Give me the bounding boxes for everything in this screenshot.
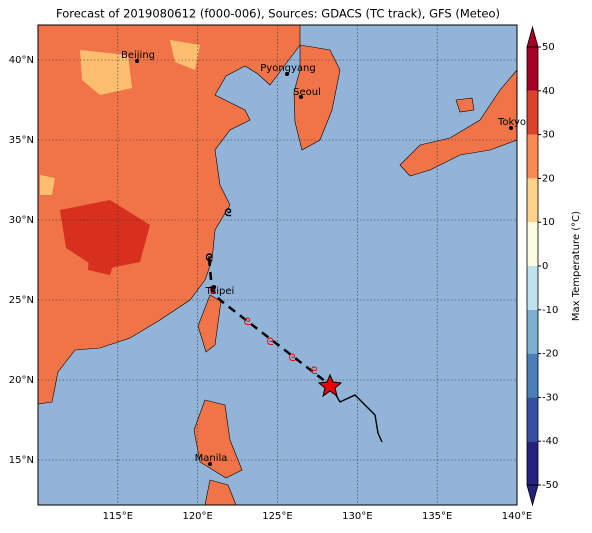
hot-patch <box>88 240 120 275</box>
map-frame <box>37 24 518 506</box>
colorbar-segment <box>527 222 538 266</box>
city-label: Taipei <box>205 286 235 297</box>
lon-tick-label: 120°E <box>182 511 212 522</box>
lat-tick-label: 40°N <box>9 55 34 66</box>
storm-symbol: ᘓ <box>243 317 250 328</box>
map-title: Forecast of 2019080612 (f000-006), Sourc… <box>56 7 500 21</box>
land-korea <box>293 44 341 151</box>
colorbar-tick-label: 10 <box>542 217 555 228</box>
colorbar-tick-label: -20 <box>542 349 558 360</box>
colorbar-tick-label: 50 <box>542 42 555 53</box>
warm-patch <box>170 40 200 70</box>
storm-symbol: ᘓ <box>205 252 212 264</box>
colorbar-tick-label: 20 <box>542 173 555 184</box>
storm-symbol: ᘓ <box>266 337 273 348</box>
warm-patch <box>40 175 55 195</box>
lon-tick-label: 140°E <box>502 511 532 522</box>
colorbar-tick-label: 0 <box>542 261 548 272</box>
colorbar-tick-label: -40 <box>542 436 558 447</box>
city-dot <box>135 59 139 63</box>
lat-tick-label: 15°N <box>9 455 34 466</box>
land-japan-north <box>455 97 475 113</box>
warm-patch <box>80 50 132 95</box>
lon-tick-label: 130°E <box>342 511 372 522</box>
colorbar-segment <box>527 397 538 442</box>
forecast-track <box>207 257 331 386</box>
city-dot <box>285 72 289 76</box>
colorbar-segment <box>527 134 538 179</box>
hot-patch <box>60 200 150 270</box>
city-dot <box>299 95 303 99</box>
storm-symbol: ᘓ <box>209 285 216 296</box>
storm-symbol: ᘓ <box>224 207 231 219</box>
lat-tick-label: 25°N <box>9 295 34 306</box>
colorbar-tick-label: 40 <box>542 86 555 97</box>
storm-track: ᘓ ᘓ ᘓ ᘓ ᘓ ᘓ ᘓ <box>205 207 383 443</box>
land-luzon <box>193 399 243 479</box>
lat-tick-label: 20°N <box>9 375 34 386</box>
city-label: Seoul <box>293 87 321 98</box>
colorbar-tick-label: -10 <box>542 305 558 316</box>
city-dot <box>212 285 216 289</box>
lon-tick-label: 115°E <box>103 511 133 522</box>
colorbar-tick-label: -50 <box>542 480 558 491</box>
colorbar-tick-label: -30 <box>542 392 558 403</box>
map <box>37 24 518 506</box>
colorbar-segment <box>527 441 538 485</box>
colorbar-extend-bottom <box>526 484 539 507</box>
colorbar-segment <box>527 178 538 223</box>
colorbar-tick-label: 30 <box>542 130 555 141</box>
colorbar-segment <box>527 90 538 135</box>
city-label: Tokyo <box>497 117 526 128</box>
lat-tick-label: 30°N <box>9 215 34 226</box>
colorbar: -50 -40 -30 -20 -10 0 10 20 30 40 50 Max Temperatur… <box>526 25 582 507</box>
colorbar-segment <box>527 266 538 310</box>
colorbar-segment <box>527 47 538 91</box>
colorbar-segment <box>527 353 538 398</box>
colorbar-extend-top <box>526 25 539 48</box>
colorbar-label: Max Temperature (°C) <box>571 211 582 321</box>
current-position <box>317 373 343 398</box>
city-dot <box>509 126 513 130</box>
land-mainland <box>37 24 301 405</box>
lon-tick-label: 125°E <box>262 511 292 522</box>
lat-tick-label: 35°N <box>9 135 34 146</box>
city-label: Beijing <box>121 50 155 61</box>
storm-symbol: ᘓ <box>288 353 295 364</box>
colorbar-segment <box>527 309 538 354</box>
city-dot <box>208 462 212 466</box>
lon-tick-label: 135°E <box>422 511 452 522</box>
cities: Beijing Pyongyang Seoul Tokyo Taipei Manila <box>121 50 526 466</box>
city-label: Pyongyang <box>260 63 315 74</box>
storm-symbol: ᘓ <box>310 366 317 377</box>
city-label: Manila <box>195 453 228 464</box>
past-track <box>329 384 383 443</box>
